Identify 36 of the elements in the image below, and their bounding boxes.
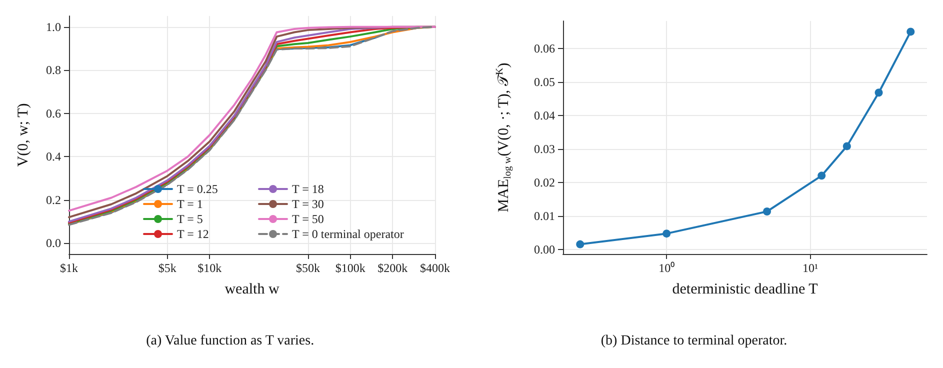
y-axis-title: MAElog w(V(0, ·; T), 𝒯K) (494, 62, 514, 212)
text: (a) Value function as T varies. (146, 334, 314, 348)
legend-label: T = 1 (177, 197, 203, 211)
y-tick-label: 0.0 (46, 236, 61, 250)
y-tick-label: 0.01 (534, 208, 555, 223)
y-tick-label: 0.05 (534, 74, 555, 89)
y-tick-label: 0.02 (534, 175, 555, 190)
x-tick-label: $5k (158, 261, 176, 275)
y-axis-title: V(0, w; T) (16, 103, 32, 167)
legend-label: T = 12 (177, 227, 209, 241)
y-tick-label: 1.0 (46, 20, 61, 34)
legend-label: T = 30 (292, 197, 324, 211)
x-tick-label: 10⁰ (658, 261, 675, 275)
y-tick-label: 0.03 (534, 142, 555, 156)
y-tick-label: 0.06 (534, 41, 555, 56)
y-tick-label: 0.4 (46, 150, 61, 164)
y-tick-label: 0.04 (534, 108, 555, 122)
x-tick-label: $50k (296, 261, 320, 275)
legend-label: T = 5 (177, 212, 203, 226)
x-tick-label: $200k (378, 261, 408, 275)
x-tick-label: 10¹ (802, 261, 818, 275)
x-axis-title: wealth w (224, 282, 280, 298)
text: (b) Distance to terminal operator. (600, 334, 788, 348)
x-tick-label: $400k (420, 261, 450, 275)
legend-label: T = 50 (292, 212, 324, 226)
x-tick-label: $10k (198, 261, 222, 275)
legend-label: T = 0.25 (177, 182, 218, 196)
y-tick-label: 0.6 (46, 106, 61, 120)
y-tick-label: 0.2 (46, 192, 61, 207)
y-tick-label: 0.00 (534, 242, 555, 256)
x-axis-title: deterministic deadline T (672, 282, 818, 298)
y-tick-label: 0.8 (46, 63, 61, 78)
x-tick-label: $100k (335, 261, 366, 275)
legend-label: T = 0 terminal operator (292, 227, 404, 241)
x-tick-label: $1k (60, 261, 78, 275)
legend-label: T = 18 (292, 182, 324, 196)
